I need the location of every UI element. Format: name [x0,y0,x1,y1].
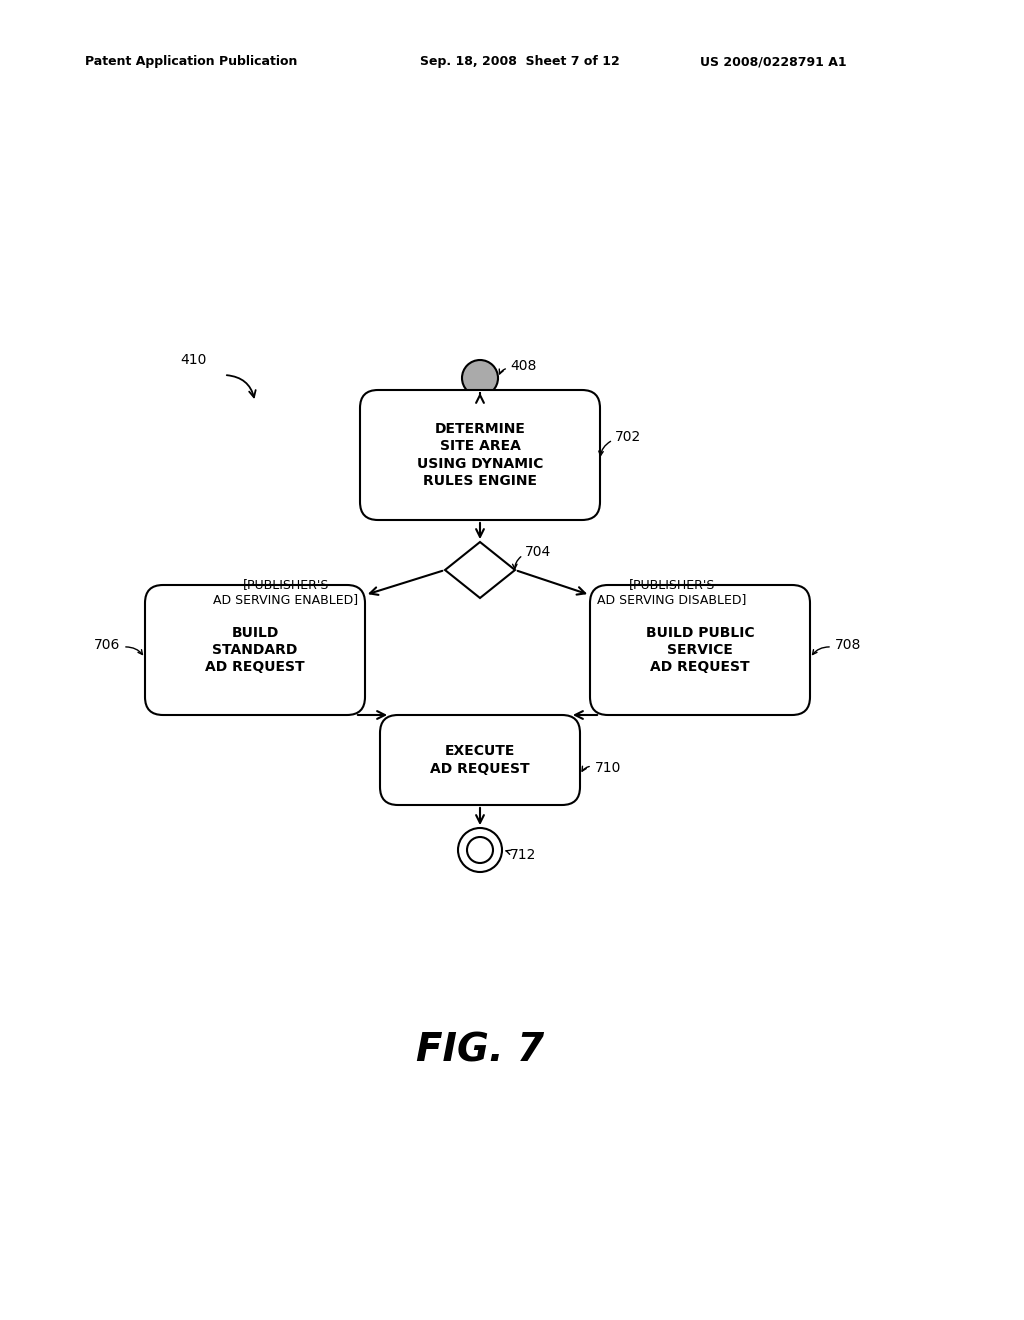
Text: FIG. 7: FIG. 7 [416,1031,544,1069]
FancyBboxPatch shape [360,389,600,520]
FancyBboxPatch shape [590,585,810,715]
FancyArrowPatch shape [513,557,521,569]
Text: Patent Application Publication: Patent Application Publication [85,55,297,69]
FancyArrowPatch shape [506,850,511,854]
FancyArrowPatch shape [582,766,589,771]
Text: BUILD PUBLIC
SERVICE
AD REQUEST: BUILD PUBLIC SERVICE AD REQUEST [646,626,755,675]
FancyArrowPatch shape [126,647,142,655]
Text: [PUBLISHER'S
AD SERVING ENABLED]: [PUBLISHER'S AD SERVING ENABLED] [213,578,358,606]
Text: 702: 702 [615,430,641,444]
Text: [PUBLISHER'S
AD SERVING DISABLED]: [PUBLISHER'S AD SERVING DISABLED] [597,578,746,606]
Text: 710: 710 [595,762,622,775]
Text: 408: 408 [510,359,537,374]
FancyArrowPatch shape [500,368,506,374]
Text: 410: 410 [180,352,207,367]
FancyBboxPatch shape [380,715,580,805]
Circle shape [458,828,502,873]
Polygon shape [445,543,515,598]
FancyArrowPatch shape [226,375,256,397]
Text: US 2008/0228791 A1: US 2008/0228791 A1 [700,55,847,69]
FancyArrowPatch shape [599,441,610,455]
Text: DETERMINE
SITE AREA
USING DYNAMIC
RULES ENGINE: DETERMINE SITE AREA USING DYNAMIC RULES … [417,422,543,488]
Text: 712: 712 [510,847,537,862]
FancyArrowPatch shape [813,647,829,655]
Text: BUILD
STANDARD
AD REQUEST: BUILD STANDARD AD REQUEST [205,626,305,675]
Text: 708: 708 [835,638,861,652]
Text: Sep. 18, 2008  Sheet 7 of 12: Sep. 18, 2008 Sheet 7 of 12 [420,55,620,69]
Text: EXECUTE
AD REQUEST: EXECUTE AD REQUEST [430,744,529,776]
Circle shape [467,837,493,863]
FancyBboxPatch shape [145,585,365,715]
Text: 704: 704 [525,545,551,558]
Text: 706: 706 [93,638,120,652]
Circle shape [462,360,498,396]
